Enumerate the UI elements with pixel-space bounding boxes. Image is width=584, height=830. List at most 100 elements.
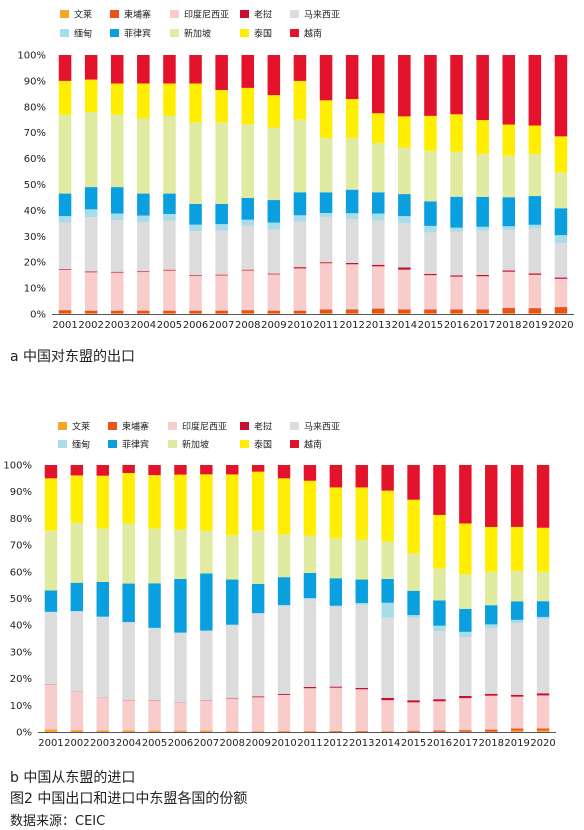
bar-segment: [200, 700, 213, 731]
bar-segment: [277, 478, 291, 535]
x-tick-label: 2001: [38, 738, 63, 749]
bar-segment: [303, 686, 317, 689]
bar-segment: [215, 203, 228, 225]
bar-segment: [277, 694, 291, 731]
bar-segment: [163, 310, 176, 314]
bar-segment: [44, 478, 58, 531]
x-tick-label: 2003: [90, 738, 115, 749]
bar-stack-2014: [381, 465, 394, 732]
bar-segment: [407, 702, 420, 731]
bar-segment: [381, 579, 394, 603]
bar-segment: [424, 273, 437, 276]
bar-stack-2012: [345, 55, 359, 314]
bar-segment: [96, 730, 109, 732]
legend-item: 马来西亚: [290, 422, 340, 433]
bar-segment: [355, 487, 368, 540]
bar-segment: [58, 216, 72, 223]
y-tick-label: 30%: [24, 232, 46, 243]
bar-segment: [345, 218, 359, 263]
bar-stack-2004: [137, 55, 150, 314]
bar-segment: [174, 578, 187, 633]
bar-segment: [277, 534, 291, 578]
bar-segment: [554, 208, 568, 236]
bar-segment: [329, 686, 343, 688]
x-tick-label: 2004: [116, 738, 141, 749]
bar-segment: [329, 487, 343, 539]
bar-stack-2005: [148, 465, 161, 732]
legend-swatch: [170, 29, 179, 37]
bar-segment: [84, 313, 98, 314]
bar-segment: [110, 219, 124, 272]
bar-segment: [485, 693, 498, 696]
bar-segment: [554, 136, 568, 173]
bar-segment: [241, 197, 255, 220]
x-tick-label: 2006: [168, 738, 193, 749]
legend-label: 越南: [304, 28, 322, 40]
legend-label: 泰国: [254, 439, 272, 451]
legend-swatch: [168, 422, 177, 430]
bar-segment: [407, 615, 420, 618]
y-tick-label: 70%: [10, 541, 32, 552]
bar-segment: [476, 274, 489, 277]
legend-swatch: [58, 422, 67, 430]
bar-segment: [215, 224, 228, 231]
bar-segment: [277, 605, 291, 694]
bar-segment: [293, 313, 307, 314]
bar-segment: [485, 695, 498, 730]
x-tick-label: 2017: [453, 738, 478, 749]
bar-stack-2006: [174, 465, 187, 732]
bar-segment: [407, 700, 420, 703]
bar-segment: [510, 694, 524, 697]
bar-segment: [459, 465, 472, 524]
legend-label: 新加坡: [182, 439, 209, 451]
bar-segment: [215, 230, 228, 275]
bar-segment: [424, 309, 437, 314]
bar-segment: [355, 465, 368, 488]
bar-segment: [450, 309, 463, 314]
bar-segment: [476, 313, 489, 314]
bar-segment: [96, 616, 109, 618]
x-tick-label: 2019: [522, 320, 547, 331]
bar-segment: [345, 55, 359, 100]
legend-swatch: [110, 10, 119, 18]
bar-segment: [122, 465, 135, 474]
bar-segment: [110, 187, 124, 214]
x-tick-label: 2012: [323, 738, 348, 749]
bar-segment: [293, 55, 307, 81]
legend-item: 泰国: [240, 28, 272, 40]
bar-segment: [70, 691, 84, 731]
bar-segment: [371, 264, 385, 267]
bar-segment: [345, 262, 359, 265]
bar-segment: [293, 221, 307, 268]
bar-segment: [536, 618, 550, 694]
bar-segment: [459, 574, 472, 609]
bar-segment: [293, 267, 307, 269]
legend-swatch: [108, 440, 117, 448]
legend-item: 菲律宾: [108, 439, 149, 451]
bar-segment: [433, 730, 446, 732]
x-tick-label: 2020: [548, 320, 573, 331]
bar-segment: [433, 465, 446, 515]
x-tick-label: 2018: [496, 320, 521, 331]
bar-segment: [58, 193, 72, 217]
bar-segment: [189, 55, 202, 84]
bar-segment: [174, 633, 187, 703]
bar-segment: [251, 731, 265, 732]
bar-segment: [536, 601, 550, 617]
bar-segment: [122, 473, 135, 524]
bar-segment: [137, 271, 150, 273]
bar-segment: [241, 270, 255, 311]
bar-segment: [70, 475, 84, 523]
legend-swatch: [240, 10, 249, 18]
legend-item: 越南: [290, 439, 322, 451]
bar-segment: [319, 313, 333, 314]
bar-segment: [398, 309, 411, 314]
bar-segment: [528, 153, 542, 197]
x-tick-label: 2017: [470, 320, 495, 331]
bar-segment: [355, 687, 368, 690]
x-tick-label: 2014: [375, 738, 400, 749]
bar-segment: [267, 127, 281, 201]
bar-stack-2013: [355, 465, 368, 732]
y-tick-label: 80%: [10, 514, 32, 525]
bar-segment: [96, 697, 109, 731]
